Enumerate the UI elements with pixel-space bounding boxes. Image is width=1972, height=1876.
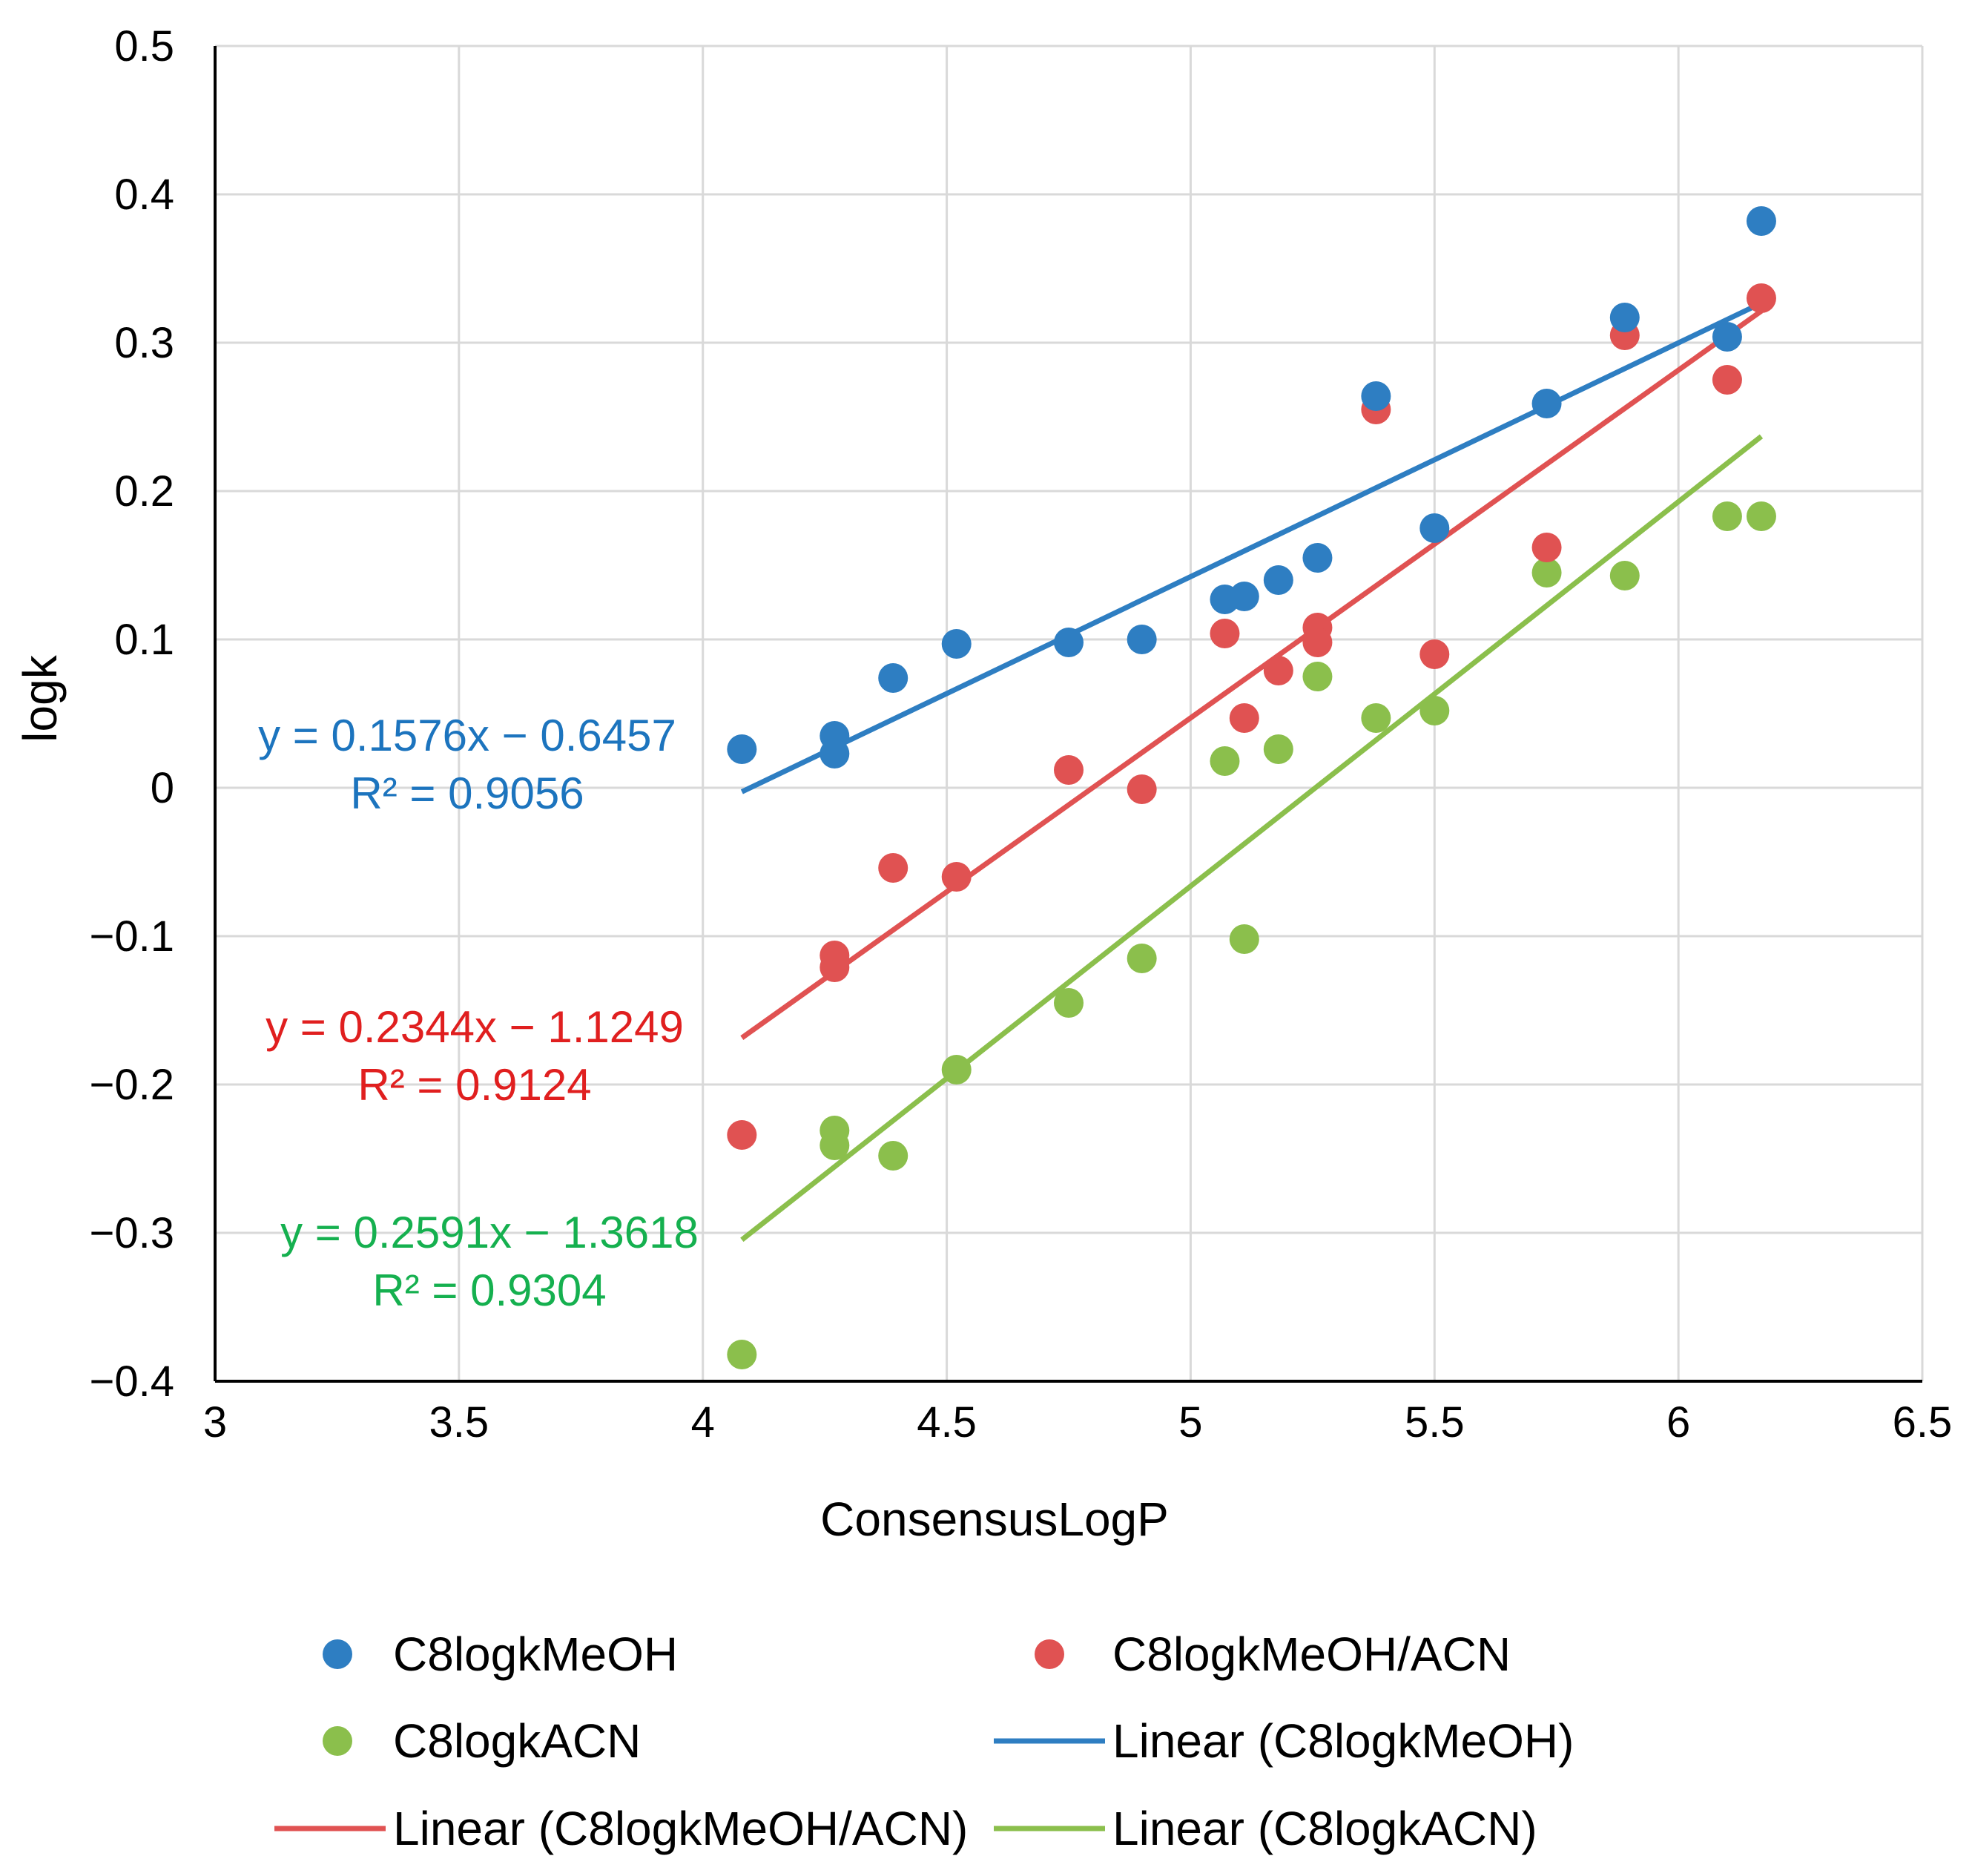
data-point-c8logkmeoh-acn — [1054, 755, 1084, 785]
data-point-c8logkmeoh-acn — [1746, 283, 1776, 313]
y-tick-label: −0.2 — [90, 1061, 175, 1109]
data-point-c8logkmeoh — [1361, 381, 1391, 411]
data-point-c8logkacn — [1229, 924, 1259, 954]
data-point-c8logkacn — [727, 1340, 757, 1369]
y-tick-label: 0.3 — [114, 319, 174, 367]
trend-r2-c8logkacn: R² = 0.9304 — [372, 1266, 606, 1315]
trend-equation-c8logkmeoh: y = 0.1576x − 0.6457 — [258, 711, 676, 760]
data-point-c8logkacn — [1419, 696, 1450, 725]
x-tick-label: 3 — [203, 1398, 227, 1447]
data-point-c8logkmeoh-acn — [941, 862, 972, 892]
legend-label-linear-c8logkacn: Linear (C8logkACN) — [1112, 1802, 1537, 1855]
data-point-c8logkmeoh — [1054, 628, 1084, 657]
trend-equation-c8logkmeoh-acn: y = 0.2344x − 1.1249 — [266, 1002, 684, 1052]
data-point-c8logkacn — [1210, 746, 1240, 776]
data-point-c8logkacn — [878, 1141, 908, 1171]
trend-equations: y = 0.1576x − 0.6457 R² = 0.9056 y = 0.234… — [258, 711, 699, 1315]
axis-titles: ConsensusLogP logk — [13, 654, 1169, 1546]
y-tick-label: −0.1 — [90, 912, 175, 961]
legend-label-linear-c8logkmeoh: Linear (C8logkMeOH) — [1112, 1714, 1574, 1768]
y-axis-title: logk — [13, 654, 67, 742]
y-tick-label: 0.1 — [114, 616, 174, 664]
x-tick-label: 5 — [1178, 1398, 1202, 1447]
legend-label-linear-c8logkmeoh-acn: Linear (C8logkMeOH/ACN) — [393, 1802, 968, 1855]
x-tick-label: 4.5 — [917, 1398, 977, 1447]
legend-marker-c8logkmeoh — [323, 1639, 352, 1669]
trend-r2-c8logkmeoh: R² = 0.9056 — [350, 768, 584, 818]
legend-label-c8logkacn: C8logkACN — [393, 1714, 641, 1768]
data-point-c8logkacn — [1302, 662, 1333, 691]
tick-labels: 0.5 0.4 0.3 0.2 0.1 0 −0.1 −0.2 −0.3 −0.4 3 3.5 4 4.5… — [90, 22, 1953, 1447]
data-point-c8logkacn — [1127, 944, 1157, 973]
y-tick-label: −0.3 — [90, 1209, 175, 1257]
y-tick-label: 0.5 — [114, 22, 174, 70]
data-point-c8logkacn — [941, 1055, 972, 1085]
data-point-c8logkmeoh-acn — [1531, 533, 1562, 562]
data-point-c8logkmeoh — [1263, 565, 1293, 595]
y-tick-label: 0 — [151, 764, 174, 812]
trendline-c8logkmeoh — [740, 300, 1763, 794]
legend-label-c8logkmeoh-acn: C8logkMeOH/ACN — [1112, 1627, 1511, 1681]
data-points — [727, 206, 1776, 1369]
data-point-c8logkacn — [1712, 501, 1742, 531]
x-tick-label: 6 — [1666, 1398, 1690, 1447]
trend-r2-c8logkmeoh-acn: R² = 0.9124 — [357, 1060, 591, 1110]
legend-marker-c8logkacn — [323, 1726, 352, 1756]
data-point-c8logkacn — [1054, 988, 1084, 1018]
data-point-c8logkmeoh — [1127, 625, 1157, 654]
data-point-c8logkmeoh — [1302, 543, 1333, 573]
data-point-c8logkmeoh-acn — [1263, 656, 1293, 685]
legend-label-c8logkmeoh: C8logkMeOH — [393, 1627, 678, 1681]
data-point-c8logkacn — [1609, 561, 1640, 590]
data-point-c8logkmeoh-acn — [1419, 639, 1450, 669]
data-point-c8logkmeoh — [941, 629, 972, 659]
trendline-c8logkacn — [740, 434, 1764, 1243]
data-point-c8logkacn — [1361, 703, 1391, 733]
x-tick-label: 6.5 — [1893, 1398, 1953, 1447]
data-point-c8logkmeoh-acn — [1127, 774, 1157, 804]
data-point-c8logkmeoh-acn — [1229, 703, 1259, 733]
data-point-c8logkmeoh-acn — [727, 1120, 757, 1150]
data-point-c8logkmeoh — [820, 739, 850, 768]
x-tick-label: 5.5 — [1405, 1398, 1465, 1447]
data-point-c8logkmeoh — [1531, 389, 1562, 418]
trend-equation-c8logkacn: y = 0.2591x − 1.3618 — [280, 1208, 699, 1257]
data-point-c8logkmeoh-acn — [1302, 628, 1333, 657]
data-point-c8logkacn — [1263, 734, 1293, 764]
data-point-c8logkmeoh — [1419, 513, 1450, 543]
y-tick-label: 0.2 — [114, 467, 174, 516]
data-point-c8logkmeoh-acn — [1712, 365, 1742, 395]
trendline-c8logkmeoh-acn — [740, 309, 1763, 1040]
data-point-c8logkacn — [1531, 558, 1562, 588]
data-point-c8logkacn — [820, 1130, 850, 1160]
legend-marker-c8logkmeoh-acn — [1035, 1639, 1064, 1669]
trendlines — [740, 300, 1764, 1243]
data-point-c8logkmeoh — [727, 734, 757, 764]
data-point-c8logkmeoh — [1746, 206, 1776, 236]
y-tick-label: −0.4 — [90, 1357, 175, 1406]
data-point-c8logkmeoh-acn — [820, 952, 850, 982]
x-tick-label: 4 — [691, 1398, 715, 1447]
y-tick-label: 0.4 — [114, 171, 174, 219]
x-axis-title: ConsensusLogP — [820, 1492, 1169, 1546]
legend: C8logkMeOH C8logkMeOH/ACN C8logkACN Linear … — [274, 1627, 1574, 1855]
data-point-c8logkmeoh-acn — [878, 853, 908, 883]
data-point-c8logkmeoh — [878, 663, 908, 693]
data-point-c8logkmeoh-acn — [1210, 619, 1240, 648]
data-point-c8logkmeoh — [1229, 582, 1259, 611]
axes — [214, 46, 1922, 1383]
data-point-c8logkmeoh — [1609, 303, 1640, 332]
data-point-c8logkmeoh — [1712, 322, 1742, 352]
x-tick-label: 3.5 — [429, 1398, 489, 1447]
data-point-c8logkacn — [1746, 501, 1776, 531]
